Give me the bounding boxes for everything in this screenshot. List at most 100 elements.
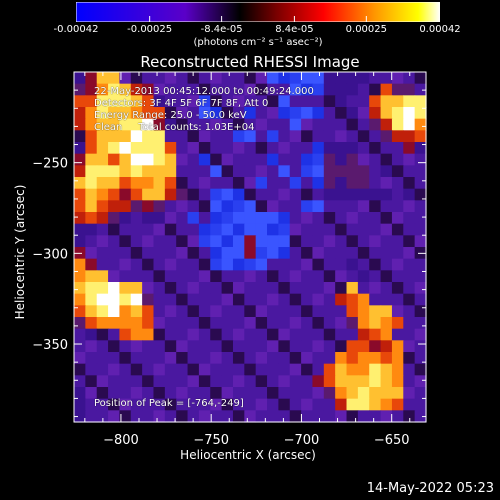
heatmap-cell: [278, 305, 291, 318]
heatmap-cell: [85, 258, 98, 271]
heatmap-cell: [244, 95, 257, 108]
heatmap-cell: [153, 212, 166, 225]
heatmap-cell: [301, 328, 314, 341]
heatmap-cell: [255, 398, 268, 411]
heatmap-cell: [403, 340, 416, 353]
heatmap-cell: [335, 410, 348, 423]
heatmap-cell: [130, 95, 143, 108]
heatmap-cell: [335, 398, 348, 411]
heatmap-cell: [369, 375, 382, 388]
heatmap-cell: [278, 130, 291, 143]
heatmap-cell: [74, 387, 86, 400]
heatmap-cell: [119, 247, 132, 260]
heatmap-cell: [335, 293, 348, 306]
heatmap-cell: [244, 387, 257, 400]
heatmap-cell: [198, 83, 211, 96]
heatmap-cell: [255, 363, 268, 376]
heatmap-cell: [357, 212, 370, 225]
heatmap-cell: [301, 130, 314, 143]
colorbar-unit-label: (photons cm⁻² s⁻¹ asec⁻²): [193, 37, 323, 48]
heatmap-cell: [312, 247, 325, 260]
heatmap-cell: [335, 375, 348, 388]
heatmap-cell: [323, 375, 336, 388]
heatmap-cell: [255, 375, 268, 388]
heatmap-cell: [221, 107, 234, 120]
heatmap-cell: [403, 83, 416, 96]
heatmap-cell: [369, 293, 382, 306]
heatmap-cell: [312, 142, 325, 155]
heatmap-cell: [335, 188, 348, 201]
heatmap-cell: [153, 95, 166, 108]
heatmap-cell: [187, 282, 200, 295]
heatmap-cell: [130, 235, 143, 248]
heatmap-cell: [323, 177, 336, 190]
heatmap-cell: [289, 305, 302, 318]
heatmap-cell: [414, 235, 427, 248]
heatmap-cell: [153, 293, 166, 306]
heatmap-cell: [301, 410, 314, 423]
heatmap-cell: [267, 293, 279, 306]
heatmap-cell: [346, 188, 359, 201]
heatmap-cell: [221, 317, 234, 330]
heatmap-cell: [335, 235, 348, 248]
heatmap-cell: [312, 83, 325, 96]
heatmap-cell: [403, 387, 416, 400]
heatmap-cell: [221, 282, 234, 295]
heatmap-cell: [176, 247, 189, 260]
heatmap-cell: [244, 293, 257, 306]
heatmap-cell: [130, 83, 143, 96]
heatmap-cell: [414, 83, 427, 96]
heatmap-cell: [153, 328, 166, 341]
heatmap-cell: [403, 188, 416, 201]
heatmap-cell: [96, 200, 109, 213]
heatmap-cell: [198, 398, 211, 411]
heatmap-cell: [244, 410, 257, 423]
colorbar-tick-label: 8.4e-05: [275, 24, 314, 35]
heatmap-cell: [142, 177, 155, 190]
heatmap-cell: [176, 398, 189, 411]
heatmap-cell: [255, 188, 268, 201]
heatmap-cell: [323, 200, 336, 213]
heatmap-cell: [278, 340, 291, 353]
heatmap-cell: [278, 142, 291, 155]
heatmap-cell: [244, 107, 257, 120]
heatmap-cell: [289, 293, 302, 306]
heatmap-cell: [346, 130, 359, 143]
heatmap-cell: [130, 177, 143, 190]
heatmap-cell: [278, 270, 291, 283]
heatmap-cell: [380, 212, 393, 225]
heatmap-cell: [232, 223, 245, 236]
heatmap-cell: [267, 387, 279, 400]
heatmap-cell: [346, 223, 359, 236]
heatmap-cell: [414, 200, 427, 213]
heatmap-cell: [255, 83, 268, 96]
heatmap-cell: [255, 212, 268, 225]
heatmap-cell: [232, 375, 245, 388]
heatmap-cell: [346, 95, 359, 108]
heatmap-cell: [346, 235, 359, 248]
heatmap-cell: [142, 328, 155, 341]
heatmap-cell: [357, 223, 370, 236]
heatmap-cell: [357, 200, 370, 213]
heatmap-cell: [221, 398, 234, 411]
heatmap-cell: [96, 72, 109, 85]
heatmap-cell: [176, 130, 189, 143]
heatmap-cell: [142, 340, 155, 353]
heatmap-cell: [119, 340, 132, 353]
heatmap-cell: [164, 340, 177, 353]
heatmap-cell: [130, 387, 143, 400]
heatmap-cell: [198, 177, 211, 190]
heatmap-cell: [289, 83, 302, 96]
heatmap-cell: [346, 328, 359, 341]
heatmap-cell: [198, 282, 211, 295]
heatmap-cell: [278, 282, 291, 295]
heatmap-cell: [323, 165, 336, 178]
heatmap-cell: [335, 247, 348, 260]
heatmap-cell: [301, 398, 314, 411]
heatmap-cell: [244, 165, 257, 178]
heatmap-cell: [221, 72, 234, 85]
heatmap-cell: [414, 118, 427, 131]
heatmap-cell: [198, 410, 211, 423]
heatmap-cell: [142, 305, 155, 318]
